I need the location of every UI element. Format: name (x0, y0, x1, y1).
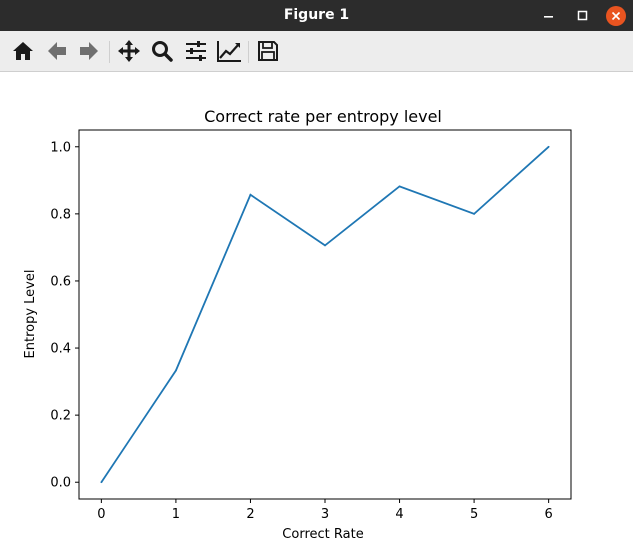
configure-subplots-icon (186, 41, 206, 61)
forward-button[interactable] (74, 37, 104, 65)
maximize-icon (577, 10, 588, 20)
figure-canvas[interactable]: Correct rate per entropy level 0 1 2 3 4 5 6 0… (0, 72, 633, 549)
window-title: Figure 1 (283, 7, 350, 23)
pan-icon (118, 40, 140, 62)
configure-subplots-button[interactable] (181, 37, 211, 65)
home-button[interactable] (8, 37, 38, 65)
y-axis: 0.0 0.2 0.4 0.6 0.8 1.0 (50, 140, 79, 491)
y-tick-label: 0.0 (50, 476, 71, 491)
close-icon (606, 5, 626, 26)
forward-arrow-icon (80, 42, 98, 60)
back-arrow-icon (48, 42, 66, 60)
data-point (398, 185, 401, 188)
line-chart: Correct rate per entropy level 0 1 2 3 4 5 6 0… (23, 107, 572, 542)
y-tick-label: 0.6 (50, 274, 71, 289)
window-titlebar: Figure 1 (0, 0, 633, 31)
back-button[interactable] (42, 37, 72, 65)
x-tick-label: 0 (97, 507, 105, 522)
zoom-button[interactable] (147, 37, 177, 65)
x-tick-label: 3 (321, 507, 329, 522)
close-button[interactable] (603, 0, 629, 31)
x-tick-label: 4 (395, 507, 403, 522)
data-point (547, 145, 550, 148)
x-tick-label: 2 (246, 507, 254, 522)
data-point (100, 481, 103, 484)
edit-axes-icon (217, 41, 241, 62)
minimize-icon (544, 15, 553, 18)
y-axis-label: Entropy Level (23, 270, 38, 359)
toolbar-separator (109, 41, 110, 63)
y-tick-label: 0.2 (50, 409, 71, 424)
data-point (473, 212, 475, 215)
x-tick-label: 6 (544, 507, 552, 522)
y-tick-label: 0.8 (50, 207, 71, 222)
x-axis-label: Correct Rate (282, 527, 363, 542)
save-icon (258, 41, 278, 61)
zoom-icon (152, 41, 173, 62)
y-tick-label: 1.0 (50, 140, 71, 155)
data-point (324, 244, 326, 247)
maximize-button[interactable] (570, 0, 596, 31)
minimize-button[interactable] (536, 0, 562, 31)
data-point (249, 193, 252, 196)
plot-area (78, 129, 572, 500)
chart-title: Correct rate per entropy level (204, 107, 442, 126)
edit-axes-button[interactable] (214, 37, 244, 65)
data-point (175, 369, 177, 372)
x-tick-label: 1 (172, 507, 180, 522)
toolbar-separator (248, 41, 249, 63)
series-group (100, 145, 550, 484)
toolbar (0, 31, 633, 72)
save-button[interactable] (253, 37, 283, 65)
y-tick-label: 0.4 (50, 342, 71, 357)
series-line (100, 146, 550, 483)
x-tick-label: 5 (470, 507, 478, 522)
x-axis: 0 1 2 3 4 5 6 (97, 499, 553, 522)
home-icon (13, 42, 33, 60)
pan-button[interactable] (114, 37, 144, 65)
